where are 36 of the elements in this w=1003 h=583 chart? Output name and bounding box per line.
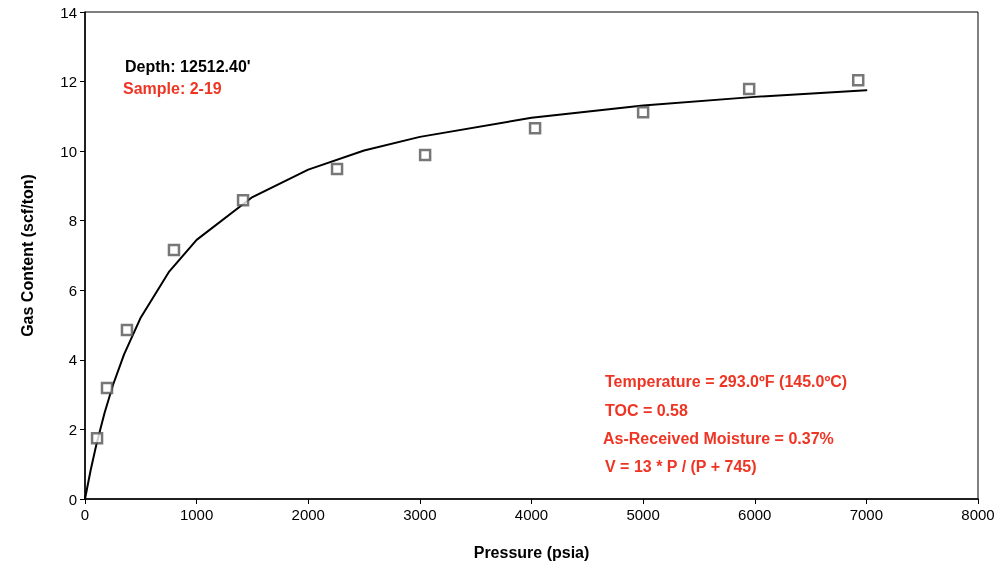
point bbox=[236, 193, 250, 207]
x-tick-label: 6000 bbox=[738, 506, 772, 523]
y-tick-label: 6 bbox=[68, 281, 77, 299]
annotation: As-Received Moisture = 0.37% bbox=[603, 429, 834, 447]
x-axis-title: Pressure (psia) bbox=[473, 543, 590, 561]
point bbox=[167, 243, 181, 257]
point bbox=[636, 105, 650, 119]
point bbox=[418, 148, 432, 162]
y-tick-label: 8 bbox=[68, 212, 77, 230]
point bbox=[330, 162, 344, 176]
annotation: V = 13 * P / (P + 745) bbox=[605, 457, 757, 475]
annotation: TOC = 0.58 bbox=[605, 401, 688, 419]
point bbox=[120, 323, 134, 337]
point bbox=[851, 73, 865, 87]
annotation: Temperature = 293.0ºF (145.0ºC) bbox=[605, 372, 848, 390]
x-tick-label: 2000 bbox=[291, 506, 325, 523]
y-tick-label: 2 bbox=[68, 420, 77, 438]
x-tick-label: 7000 bbox=[849, 506, 884, 523]
point bbox=[100, 381, 114, 395]
y-tick-label: 14 bbox=[60, 3, 77, 21]
x-tick-label: 4000 bbox=[514, 506, 549, 523]
x-tick-label: 1000 bbox=[179, 506, 214, 523]
y-tick-label: 4 bbox=[68, 351, 77, 369]
y-tick-label: 12 bbox=[60, 73, 77, 91]
point bbox=[742, 82, 756, 96]
y-tick-label: 10 bbox=[60, 142, 77, 160]
y-axis-title: Gas Content (scf/ton) bbox=[18, 174, 36, 337]
annotation: Depth: 12512.40' bbox=[125, 57, 251, 75]
x-tick-label: 8000 bbox=[961, 506, 995, 523]
annotation: Sample: 2-19 bbox=[123, 79, 222, 97]
point bbox=[90, 431, 104, 445]
x-tick-label: 5000 bbox=[626, 506, 660, 523]
x-tick-label: 0 bbox=[80, 506, 90, 523]
y-tick-label: 0 bbox=[68, 490, 77, 508]
point bbox=[528, 121, 542, 135]
x-tick-label: 3000 bbox=[403, 506, 437, 523]
